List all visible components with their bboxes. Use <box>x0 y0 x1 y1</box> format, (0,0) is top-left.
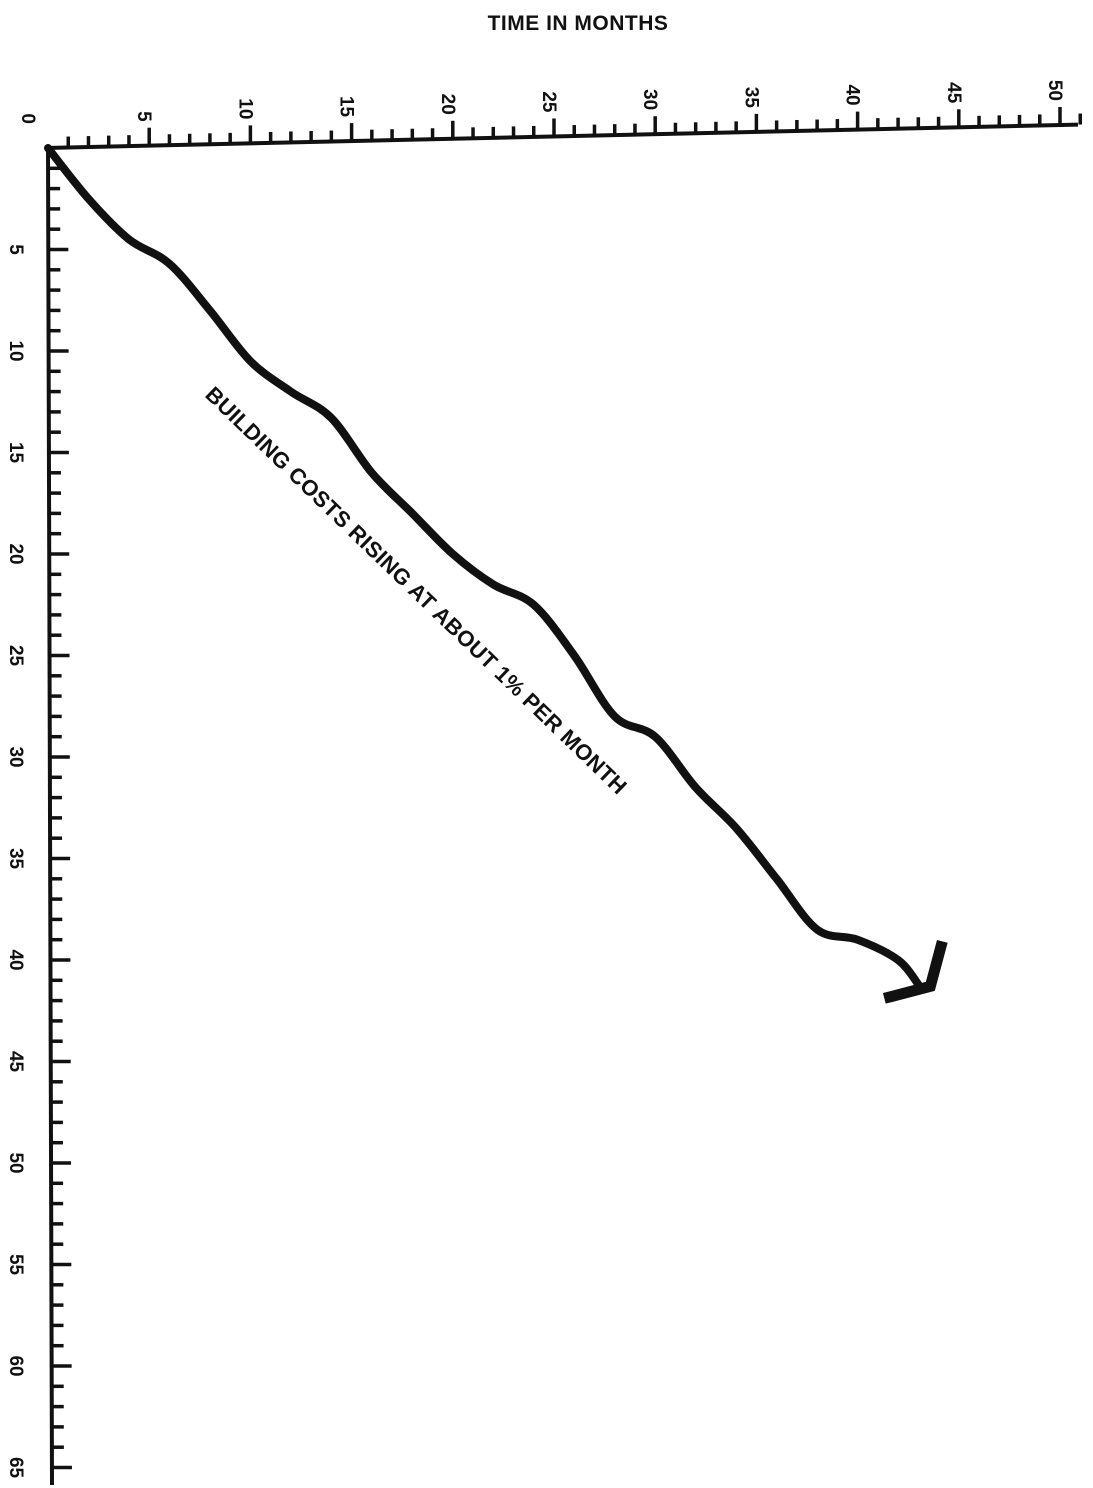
x-tick-label: 10 <box>234 98 255 119</box>
x-tick-label: 40 <box>842 84 863 105</box>
y-tick-label: 65 <box>5 1457 26 1479</box>
y-tick-label: 55 <box>5 1254 26 1276</box>
x-tick-label: 5 <box>133 111 154 122</box>
y-tick-label: 15 <box>5 442 26 464</box>
series-layer <box>44 144 948 1004</box>
y-tick-label: 25 <box>5 645 26 667</box>
x-tick-label: 15 <box>336 96 357 118</box>
x-tick-label: 20 <box>437 94 458 115</box>
y-tick-label: 60 <box>5 1355 26 1376</box>
y-tick-label: 20 <box>5 543 26 564</box>
x-tick-label: 30 <box>639 89 660 110</box>
x-axis: 0 5 10 15 20 25 30 35 40 45 50 <box>17 80 1082 150</box>
y-tick-label: 30 <box>5 746 26 767</box>
x-tick-label: 0 <box>17 113 38 124</box>
y-axis: 5 10 15 20 25 30 35 40 45 50 55 60 65 <box>5 145 72 1486</box>
y-tick-label: 40 <box>5 949 26 970</box>
x-tick-label: 25 <box>538 91 559 113</box>
y-tick-label: 10 <box>5 340 26 361</box>
y-tick-label: 45 <box>5 1051 26 1073</box>
x-tick-label: 35 <box>740 87 761 109</box>
x-axis-title: TIME IN MONTHS <box>488 12 669 35</box>
series-line <box>44 144 923 989</box>
y-tick-label: 35 <box>5 848 26 870</box>
curve-annotation: BUILDING COSTS RISING AT ABOUT 1% PER MO… <box>201 382 632 800</box>
arrowhead <box>882 939 948 1004</box>
x-axis-line <box>45 122 1079 150</box>
y-tick-label: 5 <box>5 244 26 255</box>
x-tick-label: 45 <box>943 82 964 104</box>
y-tick-label: 50 <box>5 1152 26 1173</box>
x-tick-label: 50 <box>1044 80 1065 101</box>
y-axis-line <box>46 145 54 1486</box>
